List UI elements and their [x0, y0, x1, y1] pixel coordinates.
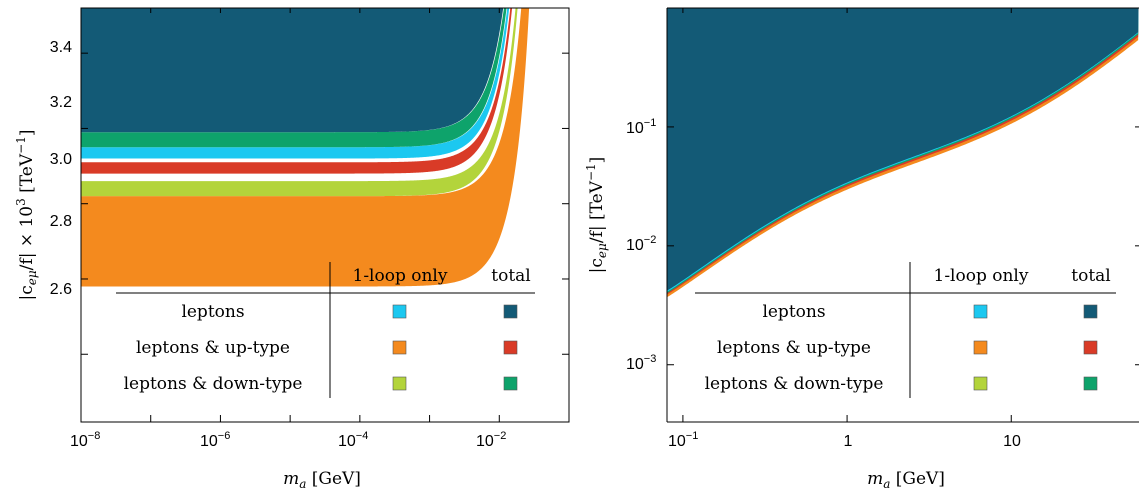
- right-legend-row-leptons: leptons: [762, 302, 825, 322]
- left-legend-row-up: leptons & up-type: [136, 338, 290, 358]
- left-legend-swatch-down-oneloop: [392, 376, 407, 391]
- left-x-axis-label: ma [GeV]: [283, 469, 361, 491]
- right-panel: 10−1 1 10 10−3 10−2 10−1 ma [GeV] |ceμ/f…: [584, 7, 1139, 491]
- right-xtick-label-10: 10: [1003, 433, 1021, 450]
- left-xtick-label-4: 10−2: [476, 430, 506, 450]
- right-ytick-label-1e-1: 10−1: [626, 117, 656, 137]
- left-bands: [81, 8, 569, 287]
- right-legend-swatch-up-total: [1083, 340, 1098, 355]
- left-legend-row-down: leptons & down-type: [124, 374, 303, 394]
- right-legend-swatch-leptons-oneloop: [973, 304, 988, 319]
- right-legend-col-total: total: [1071, 266, 1110, 286]
- left-plot-frame: [80, 7, 570, 423]
- right-xtick-label-1: 1: [844, 433, 853, 450]
- right-band-5: [667, 8, 1139, 291]
- right-legend: 1-loop only total leptons leptons & up-t…: [695, 262, 1116, 398]
- right-legend-swatch-down-total: [1083, 376, 1098, 391]
- left-ticks: [80, 8, 570, 422]
- right-legend-col-oneloop: 1-loop only: [934, 266, 1029, 286]
- left-legend-col-total: total: [491, 266, 530, 286]
- left-panel: 10−8 10−6 10−4 10−2 2.6 2.8 3.0 3.2 3.4 …: [14, 7, 570, 491]
- right-x-axis-label: ma [GeV]: [867, 469, 945, 491]
- left-band-2: [81, 8, 518, 197]
- right-y-axis-label: |ceμ/f| [TeV−1]: [584, 157, 609, 274]
- right-bands: [667, 8, 1139, 298]
- right-ticks: [667, 8, 1139, 422]
- left-legend-col-oneloop: 1-loop only: [353, 266, 448, 286]
- left-legend-row-leptons: leptons: [181, 302, 244, 322]
- right-legend-swatch-up-oneloop: [973, 340, 988, 355]
- right-ytick-label-1e-2: 10−2: [626, 234, 656, 254]
- left-legend-swatch-down-total: [503, 376, 518, 391]
- left-legend-swatch-up-oneloop: [392, 340, 407, 355]
- right-ytick-label-1e-3: 10−3: [626, 353, 656, 373]
- left-legend-swatch-leptons-oneloop: [392, 304, 407, 319]
- left-ytick-label-2.6: 2.6: [50, 281, 72, 298]
- left-xtick-label-2: 10−6: [200, 430, 230, 450]
- right-legend-row-up: leptons & up-type: [717, 338, 871, 358]
- right-legend-swatch-down-oneloop: [973, 376, 988, 391]
- left-ytick-label-3.0: 3.0: [50, 151, 72, 168]
- right-legend-swatch-leptons-total: [1083, 304, 1098, 319]
- left-ytick-label-3.4: 3.4: [50, 39, 72, 56]
- left-ytick-label-2.8: 2.8: [50, 213, 72, 230]
- left-y-axis-label: |ceμ/f| × 103 [TeV−1]: [14, 130, 39, 301]
- left-xtick-label-3: 10−4: [338, 430, 368, 450]
- left-legend: 1-loop only total leptons leptons & up-t…: [116, 262, 535, 398]
- right-legend-row-down: leptons & down-type: [705, 374, 884, 394]
- right-xtick-label-0.1: 10−1: [668, 430, 698, 450]
- left-xtick-label-1: 10−8: [70, 430, 100, 450]
- left-legend-swatch-leptons-total: [503, 304, 518, 319]
- left-ytick-label-3.2: 3.2: [50, 94, 72, 111]
- left-legend-swatch-up-total: [503, 340, 518, 355]
